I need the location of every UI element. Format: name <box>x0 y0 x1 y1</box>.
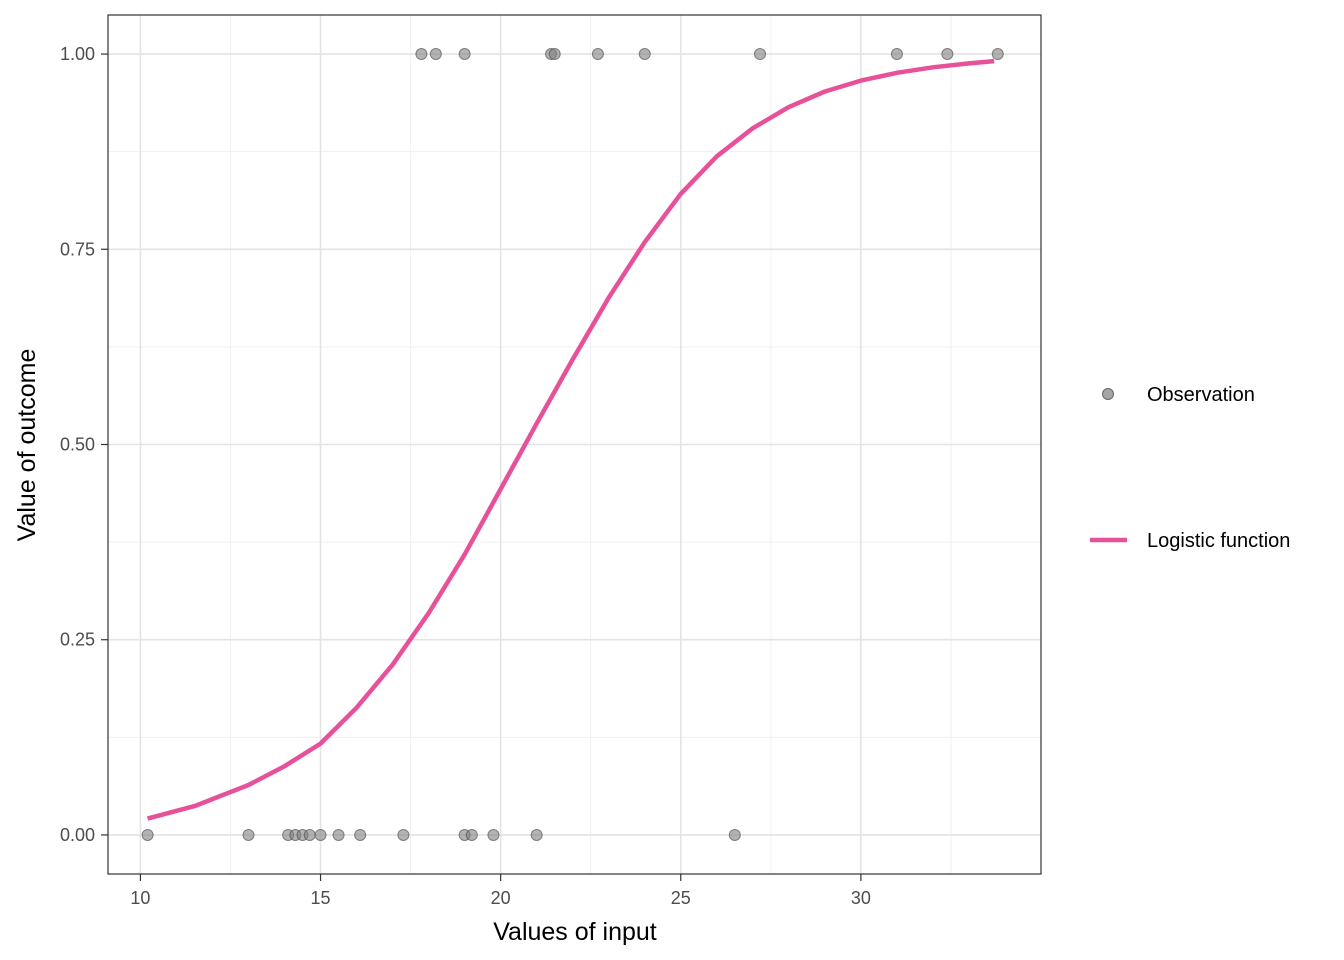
legend-logistic-label: Logistic function <box>1147 530 1290 552</box>
observation-point <box>941 48 954 61</box>
y-tick-label: 1.00 <box>60 44 95 64</box>
observation-points <box>141 48 1004 841</box>
y-axis-title: Value of outcome <box>13 349 41 542</box>
observation-point <box>890 48 903 61</box>
x-axis-ticks: 10 15 20 25 30 <box>130 874 871 908</box>
observation-point <box>548 48 561 61</box>
y-tick-label: 0.00 <box>60 825 95 845</box>
y-tick-label: 0.25 <box>60 630 95 650</box>
observation-point <box>754 48 767 61</box>
y-axis-ticks: 0.00 0.25 0.50 0.75 1.00 <box>60 44 108 845</box>
legend-observation-key <box>1102 388 1114 400</box>
x-axis-title: Values of input <box>493 918 657 946</box>
observation-point <box>354 828 367 841</box>
x-tick-label: 15 <box>311 888 331 908</box>
observation-point <box>465 828 478 841</box>
observation-point <box>458 48 471 61</box>
observation-point <box>397 828 410 841</box>
observation-point <box>530 828 543 841</box>
x-tick-label: 25 <box>671 888 691 908</box>
observation-point <box>303 828 316 841</box>
legend-observation-label: Observation <box>1147 384 1255 406</box>
x-tick-label: 20 <box>491 888 511 908</box>
x-tick-label: 30 <box>851 888 871 908</box>
observation-point <box>415 48 428 61</box>
logistic-curve-layer <box>147 58 995 821</box>
observation-point <box>638 48 651 61</box>
y-tick-label: 0.50 <box>60 435 95 455</box>
observation-point <box>429 48 442 61</box>
y-tick-label: 0.75 <box>60 239 95 259</box>
logistic-curve <box>147 58 995 821</box>
observation-point <box>242 828 255 841</box>
observation-point <box>591 48 604 61</box>
observation-point <box>991 48 1004 61</box>
x-tick-label: 10 <box>130 888 150 908</box>
grid-major <box>108 15 1041 874</box>
observation-point <box>487 828 500 841</box>
observation-point <box>728 828 741 841</box>
observation-point <box>141 828 154 841</box>
observation-point <box>314 828 327 841</box>
observation-point <box>332 828 345 841</box>
legend: Observation Logistic function <box>1090 384 1290 552</box>
